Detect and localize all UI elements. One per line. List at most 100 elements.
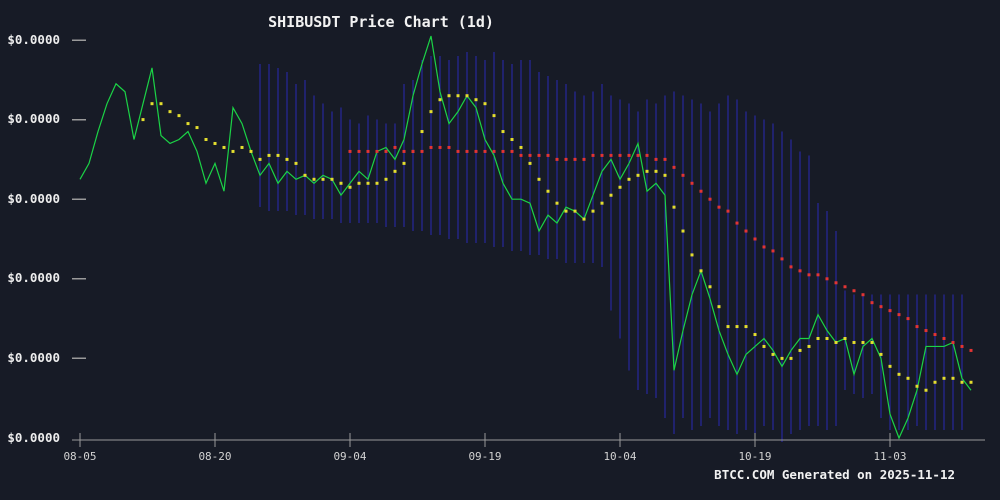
ma_fast-dot (555, 201, 559, 205)
ma_fast-dot (591, 209, 595, 213)
x-axis-label: 09-19 (468, 450, 502, 463)
ma_slow-dot (573, 157, 577, 161)
ma_fast-dot (465, 94, 469, 98)
ma_fast-dot (834, 340, 838, 344)
ma_slow-dot (357, 149, 361, 153)
ma_slow-dot (582, 157, 586, 161)
ma_fast-dot (267, 153, 271, 157)
ma_slow-dot (519, 153, 523, 157)
ma_fast-dot (204, 138, 208, 141)
ma_slow-dot (897, 313, 901, 317)
ma_slow-dot (600, 153, 604, 157)
ma_slow-dot (591, 153, 595, 157)
ma_fast-dot (249, 149, 253, 153)
ma_fast-dot (789, 356, 793, 360)
ma_fast-dot (438, 98, 442, 102)
ma_fast-dot (474, 98, 478, 102)
ma_slow-dot (555, 157, 559, 161)
ma_fast-dot (627, 177, 631, 181)
ma_slow-dot (753, 237, 757, 241)
x-axis-label: 10-19 (738, 450, 772, 463)
ma_slow-dot (456, 149, 460, 153)
ma_fast-dot (348, 185, 352, 189)
ma_fast-dot (456, 94, 460, 98)
ma_fast-dot (609, 193, 613, 197)
chart-title: SHIBUSDT Price Chart (1d) (268, 13, 494, 31)
ma_fast-dot (942, 376, 946, 380)
ma_slow-dot (654, 157, 658, 161)
ma_slow-dot (969, 348, 973, 352)
ma_slow-dot (807, 273, 811, 277)
y-axis-label: $0.0000 (7, 270, 60, 286)
ma_fast-dot (447, 94, 451, 98)
ma_fast-dot (420, 130, 424, 134)
ma_fast-dot (618, 185, 622, 189)
x-axis-label: 09-04 (333, 450, 367, 463)
y-axis-label: $0.0000 (7, 31, 60, 47)
ma_slow-dot (348, 149, 352, 153)
ma_fast-dot (582, 217, 586, 221)
ma_fast-dot (969, 380, 973, 384)
ma_slow-dot (627, 153, 631, 157)
ma_slow-dot (537, 153, 541, 157)
ma_fast-dot (879, 352, 883, 356)
ma_fast-dot (636, 173, 640, 177)
ma_fast-dot (357, 181, 361, 185)
ma_fast-dot (870, 340, 874, 344)
ma_slow-dot (393, 145, 397, 149)
ma_fast-dot (402, 161, 406, 165)
ma_slow-dot (420, 149, 424, 153)
ma_fast-dot (150, 102, 154, 106)
ma_slow-dot (708, 197, 712, 201)
ma_fast-dot (537, 177, 541, 181)
ma_fast-dot (699, 269, 703, 273)
ma_slow-dot (735, 221, 739, 225)
ma_fast-dot (708, 285, 712, 289)
ma_fast-dot (213, 141, 217, 145)
ma_slow-dot (924, 329, 928, 333)
ma_slow-dot (447, 145, 451, 149)
ma_slow-dot (429, 145, 433, 149)
ma_fast-dot (240, 145, 244, 149)
ma_fast-dot (798, 348, 802, 352)
ma_slow-dot (564, 157, 568, 161)
ma_fast-dot (690, 253, 694, 257)
ma_fast-dot (762, 344, 766, 348)
ma_fast-dot (600, 201, 604, 205)
ma_fast-dot (186, 122, 190, 126)
ma_fast-dot (159, 102, 163, 106)
ma_fast-dot (141, 118, 145, 122)
ma_slow-dot (780, 257, 784, 261)
ma_fast-dot (663, 173, 667, 177)
ma_fast-dot (915, 384, 919, 388)
ma_fast-dot (807, 344, 811, 348)
x-axis-label: 10-04 (603, 450, 637, 463)
ma_fast-dot (888, 364, 892, 368)
ma_fast-dot (546, 189, 550, 193)
ma_fast-dot (366, 181, 370, 185)
ma_fast-dot (717, 305, 721, 309)
ma_fast-dot (258, 157, 262, 161)
ma_fast-dot (906, 376, 910, 380)
watermark-footer: BTCC.COM Generated on 2025-11-12 (714, 467, 955, 482)
ma_fast-dot (771, 352, 775, 356)
ma_slow-dot (618, 153, 622, 157)
ma_fast-dot (294, 161, 298, 165)
ma_slow-dot (771, 249, 775, 253)
x-axis-label: 11-03 (873, 450, 907, 463)
ma_fast-dot (501, 130, 505, 134)
ma_fast-dot (231, 149, 235, 153)
ma_slow-dot (870, 301, 874, 305)
ma_fast-dot (321, 177, 325, 181)
ma_fast-dot (897, 372, 901, 376)
price-line (79, 35, 972, 440)
ma_slow-dot (402, 149, 406, 153)
ma_fast-dot (177, 114, 181, 118)
ma_fast-dot (519, 145, 523, 149)
ma_slow-dot (834, 281, 838, 285)
x-axis-label: 08-05 (63, 450, 97, 463)
ma_fast-dot (222, 145, 226, 149)
ma_slow-dot (888, 309, 892, 313)
ma_slow-dot (609, 153, 613, 157)
